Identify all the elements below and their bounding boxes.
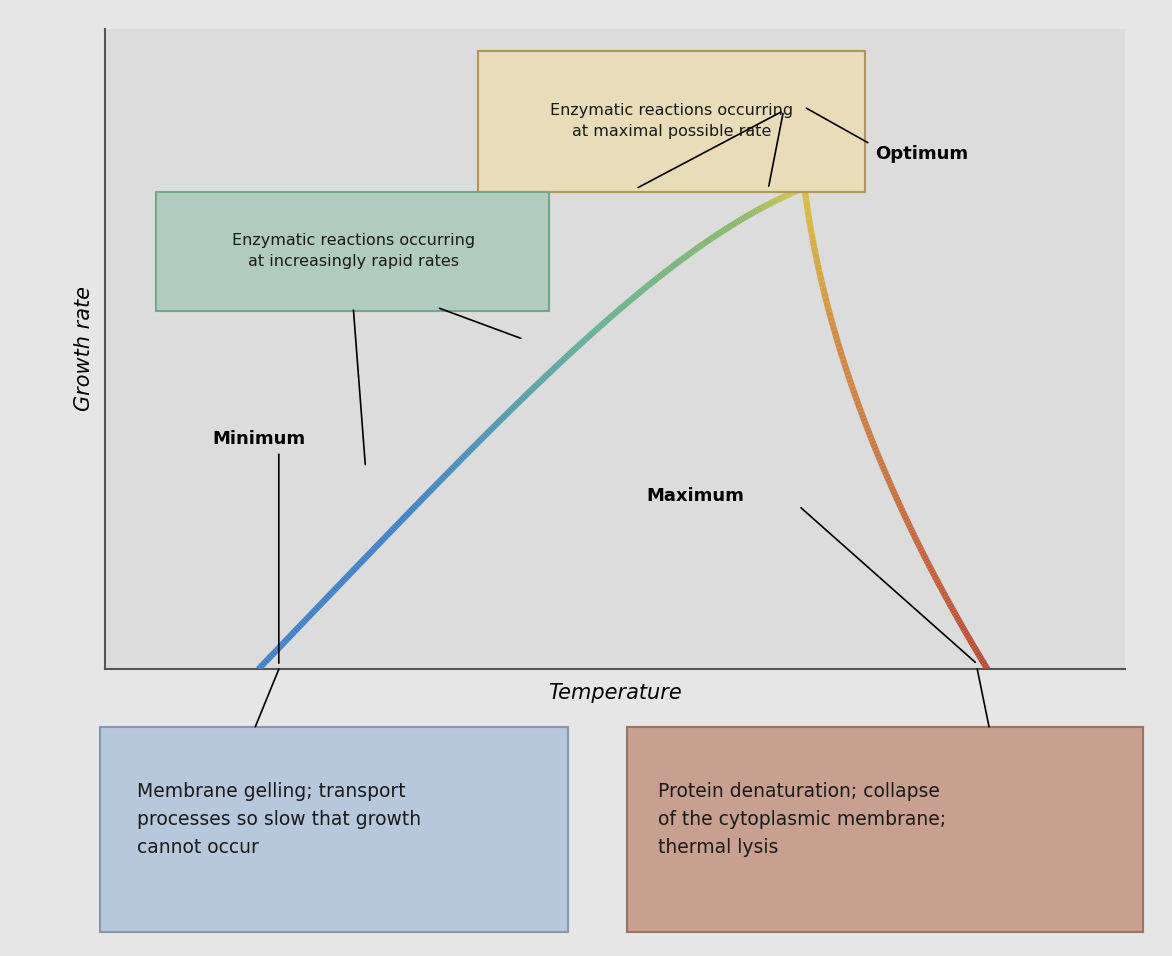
Y-axis label: Growth rate: Growth rate xyxy=(74,287,95,411)
FancyBboxPatch shape xyxy=(478,51,865,192)
Text: Enzymatic reactions occurring
at maximal possible rate: Enzymatic reactions occurring at maximal… xyxy=(550,103,793,139)
FancyBboxPatch shape xyxy=(156,192,548,311)
X-axis label: Temperature: Temperature xyxy=(548,684,682,703)
Text: Membrane gelling; transport
processes so slow that growth
cannot occur: Membrane gelling; transport processes so… xyxy=(137,782,421,857)
Text: Maximum: Maximum xyxy=(646,488,744,506)
Text: Enzymatic reactions occurring
at increasingly rapid rates: Enzymatic reactions occurring at increas… xyxy=(232,233,475,269)
Text: Minimum: Minimum xyxy=(212,429,306,447)
Text: Protein denaturation; collapse
of the cytoplasmic membrane;
thermal lysis: Protein denaturation; collapse of the cy… xyxy=(657,782,946,857)
Text: Optimum: Optimum xyxy=(875,144,968,163)
